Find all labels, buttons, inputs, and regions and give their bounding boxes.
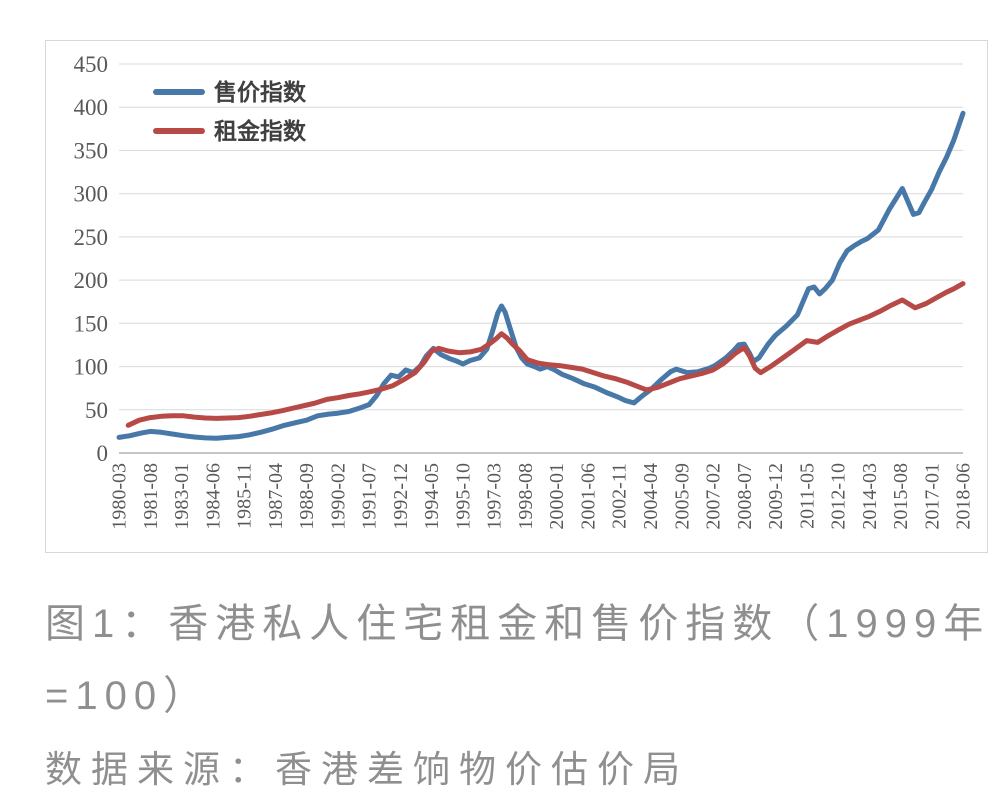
y-tick-label: 300 — [74, 182, 109, 207]
x-tick-label: 2011-05 — [796, 463, 818, 529]
x-tick-label: 2005-09 — [671, 463, 693, 530]
line-chart-svg: 0 50 100 150 200 250 300 350 400 450 1980-03 1981-0… — [74, 52, 975, 530]
x-tick-label: 2004-04 — [640, 463, 662, 530]
y-tick-label: 450 — [74, 52, 109, 77]
x-tick-label: 2001-06 — [578, 463, 600, 530]
chart-panel: 0 50 100 150 200 250 300 350 400 450 1980-03 1981-0… — [45, 40, 988, 553]
price-legend-label: 售价指数 — [214, 79, 307, 105]
x-tick-label: 1987-04 — [265, 463, 287, 530]
x-tick-label: 2000-01 — [546, 463, 568, 530]
y-axis-labels: 0 50 100 150 200 250 300 350 400 450 — [74, 52, 109, 466]
y-tick-label: 100 — [74, 355, 109, 380]
x-tick-label: 2017-01 — [921, 463, 943, 530]
y-tick-label: 150 — [74, 311, 109, 336]
x-tick-label: 2012-10 — [828, 463, 850, 530]
x-axis-labels: 1980-03 1981-08 1983-01 1984-06 1985-11 1987-… — [109, 463, 975, 530]
x-tick-label: 1991-07 — [359, 463, 381, 530]
x-tick-label: 1998-08 — [515, 463, 537, 530]
x-tick-label: 2018-06 — [953, 463, 975, 530]
x-tick-label: 2007-02 — [703, 463, 725, 530]
y-tick-label: 200 — [74, 268, 109, 293]
x-tick-label: 1981-08 — [140, 463, 162, 530]
x-tick-label: 1985-11 — [234, 463, 256, 529]
x-tick-label: 1988-09 — [296, 463, 318, 530]
y-tick-label: 400 — [74, 95, 109, 120]
x-tick-label: 2002-11 — [609, 463, 631, 529]
x-tick-label: 2009-12 — [765, 463, 787, 530]
y-tick-label: 50 — [85, 398, 108, 423]
x-tick-label: 2008-07 — [734, 463, 756, 530]
rent-series-line — [125, 281, 966, 428]
rent-legend-label: 租金指数 — [214, 118, 307, 144]
x-tick-label: 1994-05 — [421, 463, 443, 530]
x-tick-label: 1992-12 — [390, 463, 412, 530]
figure-caption-title-line1: 图1：香港私人住宅租金和售价指数（1999年 — [45, 602, 991, 646]
x-tick-label: 1983-01 — [171, 463, 193, 530]
x-tick-label: 1990-02 — [327, 463, 349, 530]
y-tick-label: 350 — [74, 138, 109, 163]
x-tick-label: 1984-06 — [202, 463, 224, 530]
figure-caption-title-line2: =100） — [45, 674, 211, 718]
figure-caption-source: 数据来源：香港差饷物价估价局 — [45, 749, 689, 790]
x-tick-label: 2014-03 — [859, 463, 881, 530]
figure-caption: 图1：香港私人住宅租金和售价指数（1999年 =100） 数据来源：香港差饷物价… — [45, 588, 985, 796]
price-series-line — [116, 110, 966, 441]
y-tick-label: 0 — [97, 441, 109, 466]
x-tick-label: 1980-03 — [109, 463, 131, 530]
x-tick-label: 2015-08 — [890, 463, 912, 530]
y-gridlines — [119, 63, 963, 454]
x-tick-label: 1995-10 — [453, 463, 475, 530]
y-tick-label: 250 — [74, 225, 109, 250]
x-tick-label: 1997-03 — [484, 463, 506, 530]
